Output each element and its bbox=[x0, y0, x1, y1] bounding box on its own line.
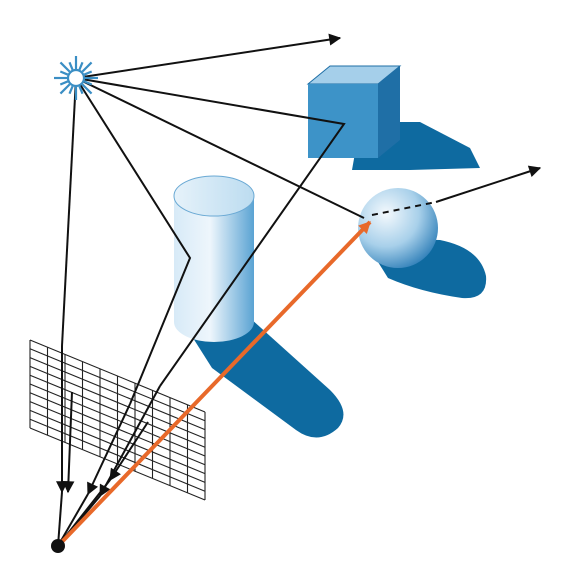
primary-ray-highlight bbox=[56, 220, 372, 548]
light-ray-spike bbox=[68, 61, 74, 71]
eye-ray-3 bbox=[87, 403, 131, 496]
eye-ray-2 bbox=[62, 391, 75, 494]
light-ray-spike bbox=[78, 61, 84, 71]
eye-rays bbox=[56, 346, 161, 547]
light-ray-spike bbox=[83, 80, 93, 86]
ray-light-down bbox=[61, 77, 77, 347]
cylinder-body bbox=[174, 196, 254, 342]
light-ray-spike bbox=[81, 61, 93, 73]
eye-point-icon bbox=[51, 539, 65, 553]
light-ray-spike bbox=[59, 80, 69, 86]
cube-right-face bbox=[378, 66, 400, 158]
light-ray-spike bbox=[59, 61, 71, 73]
ray-light-to-sphere-out bbox=[75, 77, 365, 219]
light-source-icon bbox=[54, 56, 98, 100]
eye-ray-5 bbox=[109, 421, 149, 482]
ray-light-cube-bounce bbox=[75, 77, 346, 387]
cylinder bbox=[173, 175, 255, 342]
ray-sphere-reflect bbox=[435, 165, 542, 203]
sphere bbox=[358, 188, 438, 268]
eye-ray-converge-2 bbox=[57, 493, 89, 547]
eye-ray-converge-1 bbox=[57, 491, 63, 547]
light-ray-spike bbox=[81, 83, 93, 95]
ray-light-cylinder-bounce bbox=[75, 77, 192, 405]
light-ray-spike bbox=[59, 83, 71, 95]
light-ray-spike bbox=[78, 85, 84, 95]
light-ray-spike bbox=[59, 70, 69, 76]
cube bbox=[306, 65, 402, 158]
light-ray-spike bbox=[68, 85, 74, 95]
cylinder-top bbox=[173, 175, 255, 217]
light-ray-spike bbox=[83, 70, 93, 76]
light-rays bbox=[61, 33, 542, 405]
light-core bbox=[66, 68, 86, 88]
ray-light-to-top bbox=[75, 33, 342, 79]
cube-front-face bbox=[308, 84, 378, 158]
cylinder-shadow bbox=[193, 318, 344, 438]
